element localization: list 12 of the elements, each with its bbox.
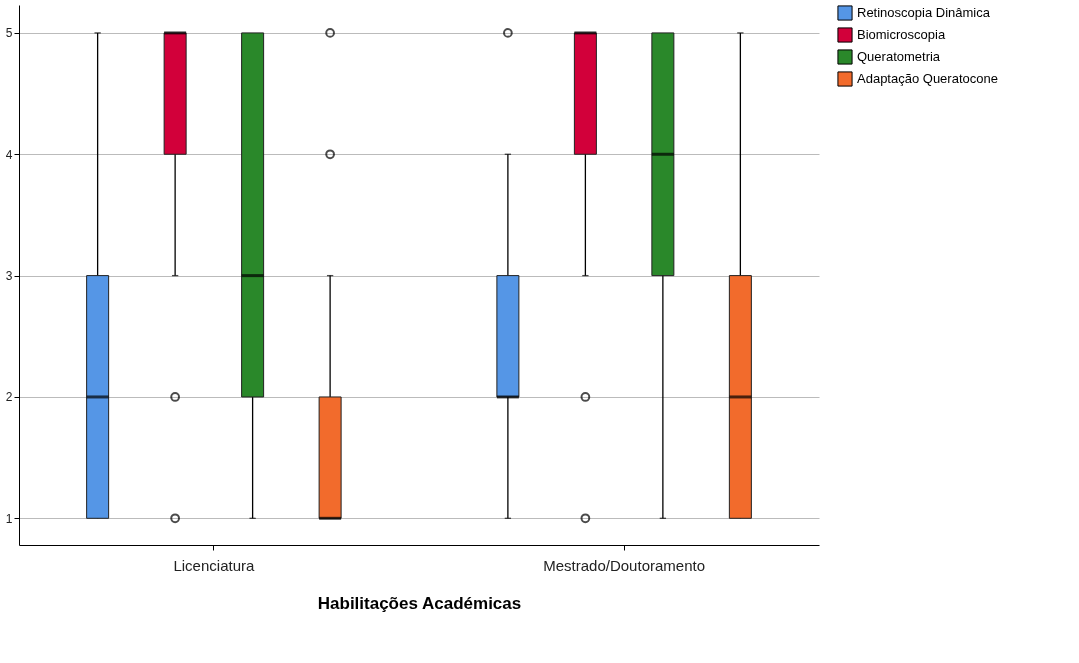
legend-label: Queratometria [857,49,941,64]
y-tick-label: 5 [5,26,13,41]
legend-label: Retinoscopia Dinâmica [857,5,991,20]
y-tick-label: 3 [5,269,13,284]
x-axis-title: Habilitações Académicas [317,593,522,613]
legend-label: Adaptação Queratocone [857,71,998,86]
y-tick-label: 2 [5,390,13,405]
x-tick-label: Licenciatura [173,556,255,574]
legend-label: Biomicroscopia [857,27,946,42]
x-tick-label: Mestrado/Doutoramento [543,556,705,574]
y-tick-label: 1 [5,511,13,526]
y-tick-label: 4 [5,147,13,162]
